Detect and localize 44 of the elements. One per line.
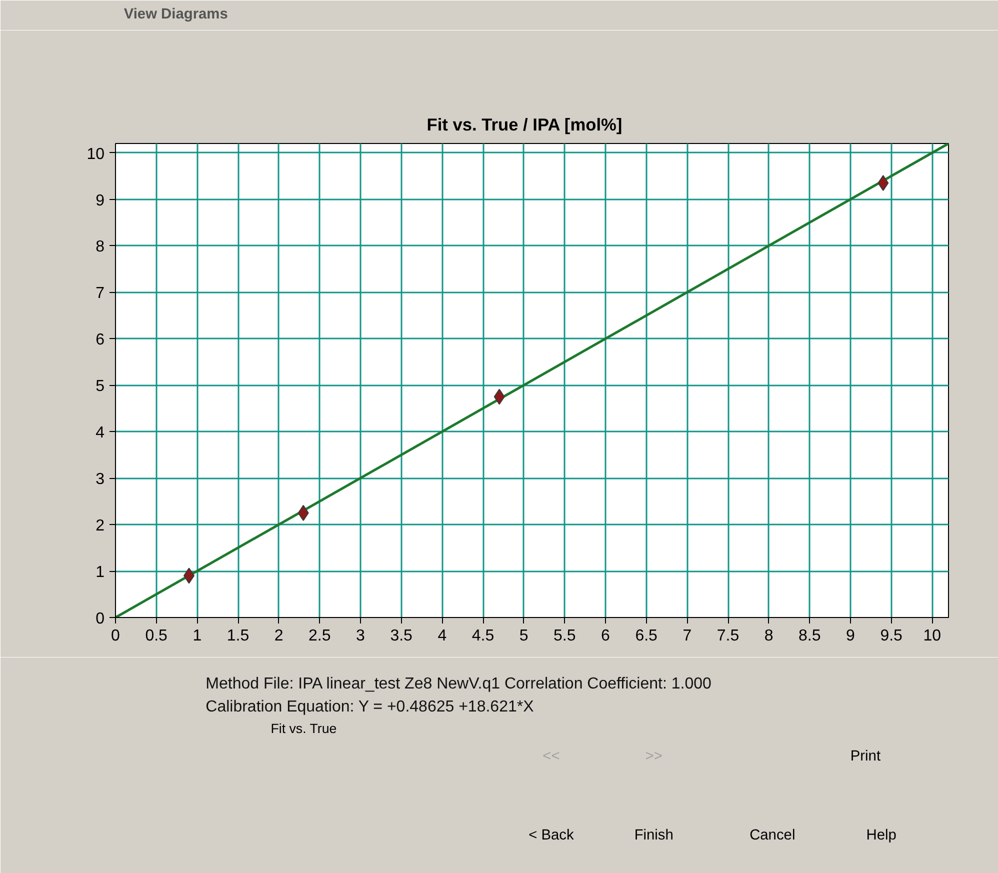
y-tick-label: 1	[96, 564, 105, 582]
y-tick-label: 6	[96, 332, 105, 349]
text: <<	[542, 748, 560, 764]
y-tick-label: 0	[96, 610, 105, 628]
x-tick-label: 9	[846, 628, 856, 644]
chart-title: Fit vs. True / IPA [mol%]	[426, 114, 622, 134]
x-tick-label: 8	[764, 628, 774, 644]
x-tick-label: 1.5	[226, 628, 250, 644]
x-tick-label: 1	[192, 628, 202, 644]
x-tick-label: 4	[438, 628, 447, 644]
x-tick-label: 10	[923, 628, 942, 644]
y-tick-label: 10	[86, 146, 105, 163]
text: >>	[645, 748, 662, 764]
x-tick-label: 7	[682, 628, 692, 644]
text: View Diagrams	[124, 6, 228, 22]
x-tick-label: 5	[519, 628, 528, 644]
y-tick-label: 8	[96, 238, 105, 256]
text: Finish	[634, 828, 674, 844]
y-tick-label: 3	[96, 471, 105, 488]
y-tick-label: 9	[96, 192, 105, 210]
x-tick-label: 6.5	[635, 628, 658, 644]
x-tick-label: 8.5	[798, 628, 821, 644]
x-tick-label: 2.5	[308, 628, 331, 644]
x-tick-label: 3.5	[390, 628, 413, 644]
text: Help	[866, 828, 896, 844]
y-tick-label: 2	[96, 518, 105, 535]
x-tick-label: 5.5	[554, 628, 576, 644]
x-tick-label: 3	[356, 628, 366, 644]
x-tick-label: 2	[274, 628, 284, 644]
x-tick-label: 6	[601, 628, 610, 644]
text: Print	[850, 748, 881, 764]
text: < Back	[528, 828, 574, 844]
text: Cancel	[750, 828, 796, 844]
x-tick-label: 9.5	[880, 628, 903, 644]
x-tick-label: 7.5	[716, 628, 740, 644]
y-tick-label: 7	[96, 285, 105, 302]
text: Calibration Equation: Y = +0.48625 +18.621*X	[206, 698, 534, 716]
x-tick-label: 0	[111, 628, 120, 644]
text: Fit vs. True	[270, 721, 337, 736]
text: Method File: IPA linear_test Ze8 NewV.q1 Correlation Coefficient: 1.000	[206, 676, 712, 692]
y-tick-label: 5	[96, 378, 105, 396]
x-tick-label: 4.5	[472, 628, 494, 644]
x-tick-label: 0.5	[145, 628, 168, 644]
y-tick-label: 4	[96, 424, 105, 442]
